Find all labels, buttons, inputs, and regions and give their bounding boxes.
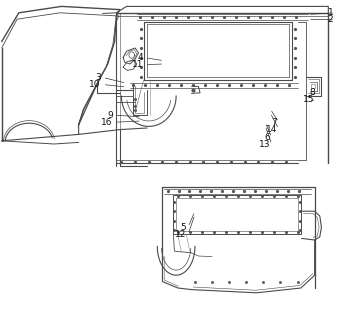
Text: 6: 6 xyxy=(264,133,270,142)
Text: 11: 11 xyxy=(131,60,143,69)
Text: 9: 9 xyxy=(107,111,113,120)
Text: 10: 10 xyxy=(89,80,101,89)
Text: 13: 13 xyxy=(259,140,270,149)
Text: 8: 8 xyxy=(309,88,315,97)
Text: 14: 14 xyxy=(266,125,277,134)
Text: 3: 3 xyxy=(95,73,101,82)
Text: 2: 2 xyxy=(328,15,333,24)
Text: 5: 5 xyxy=(181,223,186,232)
Text: 4: 4 xyxy=(137,53,143,62)
Text: 12: 12 xyxy=(175,230,186,239)
Text: 15: 15 xyxy=(303,95,315,104)
Text: 1: 1 xyxy=(328,8,333,17)
Text: 7: 7 xyxy=(271,118,277,127)
Text: 16: 16 xyxy=(101,118,113,127)
